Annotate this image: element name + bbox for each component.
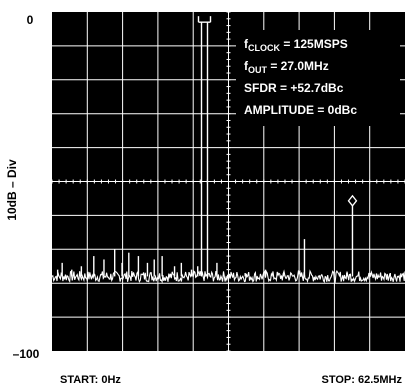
sfdr-marker <box>347 194 358 207</box>
y-axis-label: 10dB – Div <box>5 159 19 221</box>
annotation-sfdr: SFDR = +52.7dBc <box>244 81 344 95</box>
noise-floor-trace <box>51 269 405 284</box>
y-tick-bottom: –100 <box>13 347 40 361</box>
x-start-label: START: 0Hz <box>60 374 121 386</box>
annotation-backdrop <box>236 30 400 126</box>
annotation-clock: fCLOCK = 125MSPS <box>244 37 348 53</box>
y-tick-top: 0 <box>27 13 34 27</box>
spectrum-trace <box>51 16 405 284</box>
center-graticule-ticks <box>51 11 405 352</box>
annotation-out: fOUT = 27.0MHz <box>244 59 329 75</box>
x-stop-label: STOP: 62.5MHz <box>322 374 403 386</box>
annotation-amplitude: AMPLITUDE = 0dBc <box>244 103 357 117</box>
